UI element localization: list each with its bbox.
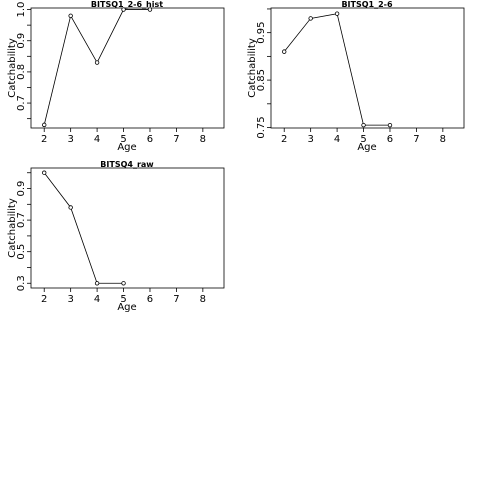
data-point <box>68 205 73 210</box>
data-point <box>94 60 100 65</box>
data-point <box>94 281 100 286</box>
y-tick-label: 0.75 <box>256 116 267 138</box>
y-axis-label: Catchability <box>7 198 18 258</box>
x-tick-label: 2 <box>41 134 47 145</box>
y-tick-label: 0.9 <box>16 181 27 197</box>
x-tick-label: 7 <box>173 134 179 145</box>
x-tick-label: 8 <box>200 134 206 145</box>
y-tick-label: 0.7 <box>16 95 27 111</box>
series <box>42 7 153 128</box>
panel-bitsq1-2-6-hist: BITSQ1_2-6_hist Age Catchability 2 3 4 5 6 7 8… <box>7 0 225 153</box>
series <box>42 170 126 286</box>
data-point <box>68 13 73 18</box>
y-tick-label: 1.0 <box>16 2 27 18</box>
data-point <box>121 281 126 286</box>
y-tick-label: 0.8 <box>16 64 27 80</box>
x-tick-label: 2 <box>41 294 47 305</box>
x-axis-label: Age <box>117 142 136 153</box>
x-tick-label: 5 <box>120 294 126 305</box>
y-tick-label: 0.95 <box>256 22 267 44</box>
x-tick-label: 6 <box>387 134 393 145</box>
x-axis-label: Age <box>117 302 136 313</box>
x-tick-label: 3 <box>67 294 73 305</box>
data-point <box>42 170 47 175</box>
x-tick-label: 8 <box>200 294 206 305</box>
x-ticks: 2 3 4 5 6 7 8 <box>41 128 206 145</box>
x-tick-label: 4 <box>94 134 100 145</box>
x-tick-label: 3 <box>67 134 73 145</box>
x-axis-label: Age <box>357 142 376 153</box>
x-ticks: 2 3 4 5 6 7 8 <box>281 128 446 145</box>
data-point <box>282 49 287 54</box>
x-tick-label: 5 <box>360 134 366 145</box>
plot-frame <box>30 167 225 289</box>
x-tick-label: 4 <box>334 134 340 145</box>
x-tick-label: 6 <box>147 134 153 145</box>
panel-title: BITSQ4_raw <box>100 160 154 169</box>
data-point <box>42 122 47 128</box>
y-ticks: 0.75 0.85 0.95 <box>256 8 271 139</box>
data-point <box>121 7 126 12</box>
x-tick-label: 4 <box>94 294 100 305</box>
series <box>282 11 393 128</box>
panel-title: BITSQ1_2-6_hist <box>91 0 163 9</box>
x-tick-label: 7 <box>173 294 179 305</box>
data-point <box>147 7 153 12</box>
x-tick-label: 7 <box>413 134 419 145</box>
y-tick-label: 0.9 <box>16 33 27 49</box>
data-point <box>387 122 393 128</box>
series-line <box>283 13 390 126</box>
data-point <box>308 16 313 21</box>
plot-frame <box>270 7 465 129</box>
plot-frame <box>30 7 225 129</box>
y-ticks: 0.3 0.5 0.7 0.9 <box>16 172 31 291</box>
x-tick-label: 6 <box>147 294 153 305</box>
y-ticks: 0.7 0.8 0.9 1.0 <box>16 2 31 120</box>
panel-bitsq1-2-6: BITSQ1_2-6 Age Catchability 2 3 4 5 6 7 8 0.75… <box>247 0 465 153</box>
x-tick-label: 2 <box>281 134 287 145</box>
x-tick-label: 3 <box>307 134 313 145</box>
x-tick-label: 8 <box>440 134 446 145</box>
x-tick-label: 5 <box>120 134 126 145</box>
data-point <box>361 122 366 128</box>
y-tick-label: 0.85 <box>256 69 267 91</box>
y-tick-label: 0.7 <box>16 212 27 228</box>
y-axis-label: Catchability <box>7 38 18 98</box>
data-point <box>334 11 340 16</box>
y-tick-label: 0.5 <box>16 244 27 260</box>
series-line <box>43 9 150 125</box>
y-axis-label: Catchability <box>247 38 258 98</box>
panel-title: BITSQ1_2-6 <box>341 0 393 9</box>
series-line <box>43 172 124 284</box>
x-ticks: 2 3 4 5 6 7 8 <box>41 288 206 305</box>
y-tick-label: 0.3 <box>16 275 27 291</box>
